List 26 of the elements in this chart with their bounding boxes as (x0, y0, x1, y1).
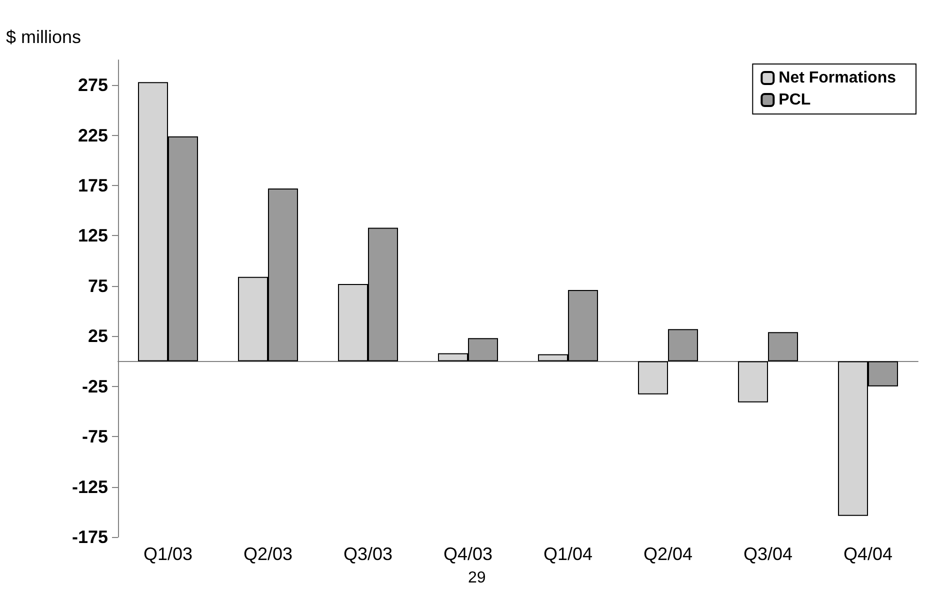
x-tick-label: Q2/03 (243, 544, 293, 564)
y-tick-label: 25 (88, 326, 108, 346)
bar (738, 361, 768, 402)
y-tick-label: 75 (88, 276, 108, 296)
x-tick-label: Q2/04 (643, 544, 693, 564)
y-tick-label: -175 (72, 527, 108, 547)
y-tick-label: -125 (72, 476, 108, 497)
y-axis-title: $ millions (6, 27, 82, 47)
x-tick-label: Q4/03 (443, 544, 493, 564)
y-tick-label: 125 (78, 226, 108, 246)
y-tick-label: 225 (78, 125, 108, 146)
y-tick-label: -75 (82, 426, 108, 447)
bar (668, 329, 698, 362)
x-tick-label: Q3/03 (343, 544, 393, 564)
legend-label: PCL (778, 92, 811, 108)
bar (768, 332, 798, 362)
x-tick-label: Q3/04 (743, 544, 793, 564)
bar (638, 361, 668, 394)
x-tick-label: Q4/04 (843, 544, 893, 564)
y-tick-label: 275 (78, 75, 108, 96)
text: 29 (468, 570, 486, 586)
y-tick-label: 175 (78, 176, 108, 196)
legend-label: Net Formations (778, 70, 896, 86)
y-tick-label: -25 (82, 376, 108, 396)
x-tick-label: Q1/04 (543, 544, 593, 564)
x-tick-label: Q1/03 (143, 544, 193, 564)
